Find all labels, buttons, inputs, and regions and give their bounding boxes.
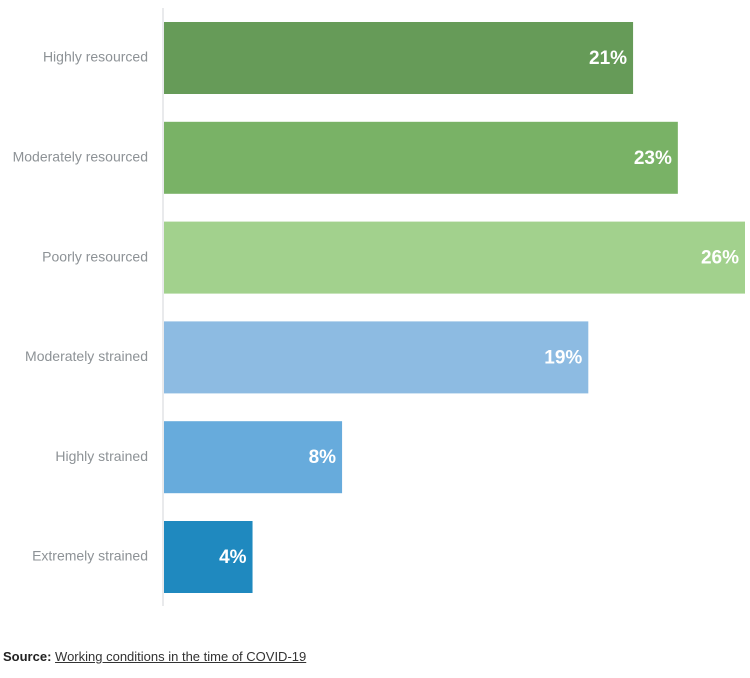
bar[interactable]: [164, 321, 589, 394]
source-link[interactable]: Working conditions in the time of COVID-…: [55, 649, 307, 664]
source-note: Source: Working conditions in the time o…: [3, 649, 306, 664]
value-label: 4%: [219, 547, 247, 568]
value-label: 26%: [701, 248, 739, 269]
bar[interactable]: [164, 22, 634, 94]
value-label: 8%: [309, 447, 337, 468]
value-label: 19%: [544, 347, 582, 368]
value-label: 21%: [589, 48, 627, 69]
category-label: Poorly resourced: [42, 248, 148, 264]
source-label: Source:: [3, 649, 52, 664]
bar[interactable]: [164, 521, 253, 593]
bar-chart: Highly resourced 21% Moderately resourced 2…: [13, 8, 745, 606]
category-label: Extremely strained: [32, 548, 148, 564]
category-label: Moderately resourced: [13, 149, 148, 165]
value-label: 23%: [634, 148, 672, 169]
bar[interactable]: [164, 421, 343, 494]
category-label: Highly strained: [55, 448, 148, 464]
category-label: Highly resourced: [43, 49, 148, 65]
bar[interactable]: [164, 221, 745, 294]
bar-chart-svg: Highly resourced 21% Moderately resourced 2…: [13, 8, 745, 606]
bar[interactable]: [164, 121, 678, 194]
category-label: Moderately strained: [25, 348, 148, 364]
